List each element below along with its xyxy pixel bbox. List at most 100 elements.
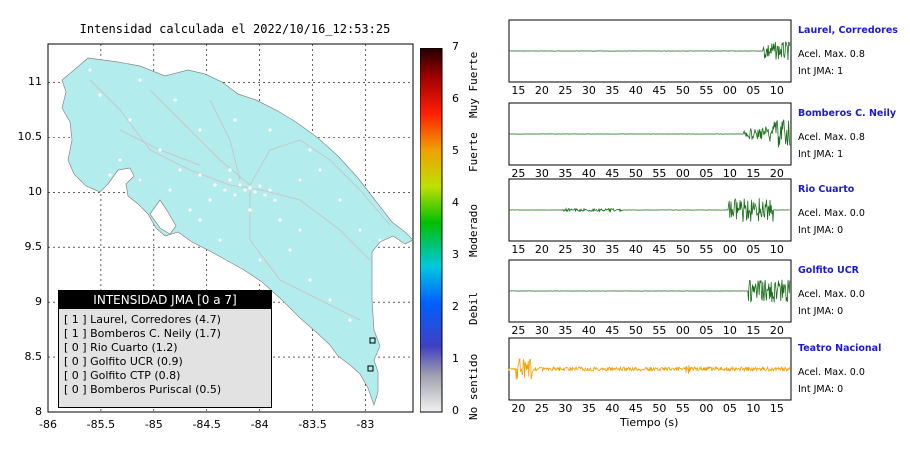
x-tick-label: -85 [144, 418, 163, 431]
time-tick-label: 50 [628, 324, 643, 337]
x-tick-label: -84.5 [192, 418, 221, 431]
x-tick-label: -83 [356, 418, 375, 431]
time-tick-label: 55 [699, 243, 714, 256]
time-tick-label: 25 [511, 167, 526, 180]
station-jma: Int JMA: 0 [798, 306, 844, 317]
intensity-legend: INTENSIDAD JMA [0 a 7] [ 1 ] Laurel, Cor… [58, 290, 272, 408]
station-name: Teatro Nacional [798, 343, 882, 354]
time-tick-label: 40 [581, 324, 596, 337]
station-name: Laurel, Corredores [798, 25, 898, 36]
station-dot [233, 193, 237, 197]
y-tick-label: 8 [35, 405, 42, 418]
station-dot [258, 184, 262, 188]
station-dot [198, 128, 202, 132]
time-tick-label: 35 [605, 84, 620, 97]
time-tick-label: 05 [746, 243, 761, 256]
time-tick-label: 00 [699, 402, 714, 415]
station-dot [378, 238, 382, 242]
time-tick-label: 20 [511, 402, 526, 415]
time-tick-label: 20 [769, 324, 784, 337]
station-dot [338, 198, 342, 202]
time-tick-label: 30 [558, 402, 573, 415]
time-tick-label: 55 [699, 84, 714, 97]
station-dot [168, 188, 172, 192]
x-tick-label: -84 [250, 418, 269, 431]
legend-item: [ 0 ] Golfito UCR (0.9) [64, 355, 183, 368]
time-tick-label: 10 [722, 167, 737, 180]
station-dot [223, 188, 227, 192]
colorbar-value: 2 [452, 300, 459, 313]
time-tick-label: 00 [722, 243, 737, 256]
station-dot [158, 203, 162, 207]
x-axis-title: Tiempo (s) [620, 416, 679, 429]
station-jma: Int JMA: 0 [798, 384, 844, 395]
station-dot [178, 238, 182, 242]
station-dot [263, 193, 267, 197]
legend-item: [ 1 ] Laurel, Corredores (4.7) [64, 313, 221, 326]
waveform-panel [508, 337, 792, 401]
waveform-panel [508, 259, 792, 323]
time-tick-label: 40 [628, 243, 643, 256]
station-dot [88, 68, 92, 72]
station-acceleration: Acel. Max. 0.0 [798, 289, 865, 300]
time-tick-label: 15 [511, 243, 526, 256]
station-dot [128, 118, 132, 122]
waveform-trace [508, 279, 791, 303]
station-dot [228, 178, 232, 182]
station-dot [148, 248, 152, 252]
station-dots [88, 68, 382, 322]
colorbar-value: 1 [452, 352, 459, 365]
colorbar-value: 6 [452, 92, 459, 105]
station-name: Bomberos C. Neily [798, 108, 897, 119]
station-dot [118, 158, 122, 162]
legend-item: [ 1 ] Bomberos C. Neily (1.7) [64, 327, 221, 340]
station-dot [298, 228, 302, 232]
time-tick-label: 15 [746, 167, 761, 180]
time-tick-label: 40 [628, 84, 643, 97]
station-dot [198, 218, 202, 222]
colorbar-label: Fuerte [467, 132, 480, 173]
time-tick-label: 55 [675, 402, 690, 415]
time-tick-label: 35 [558, 167, 573, 180]
time-tick-label: 45 [605, 167, 620, 180]
station-dot [188, 208, 192, 212]
time-tick-label: 25 [534, 402, 549, 415]
legend-items: [ 1 ] Laurel, Corredores (4.7)[ 1 ] Bomb… [59, 309, 271, 397]
station-dot [253, 190, 257, 194]
colorbar-label: Moderado [467, 203, 480, 257]
colorbar-value: 5 [452, 144, 459, 157]
colorbar-label: No sentido [467, 353, 480, 420]
waveform-panel [508, 19, 792, 83]
colorbar-value: 0 [452, 404, 459, 417]
y-tick-label: 10 [28, 185, 42, 199]
colorbar-value: 4 [452, 196, 459, 209]
station-dot [243, 188, 247, 192]
y-tick-label: 9 [35, 295, 42, 309]
colorbar-label: Muy Fuerte [467, 51, 480, 118]
time-tick-label: 55 [652, 167, 667, 180]
station-acceleration: Acel. Max. 0.0 [798, 208, 865, 219]
time-tick-label: 50 [628, 167, 643, 180]
station-dot [318, 168, 322, 172]
station-dot [238, 183, 242, 187]
time-tick-label: 30 [534, 324, 549, 337]
station-dot [198, 173, 202, 177]
station-dot [228, 168, 232, 172]
time-tick-label: 50 [652, 402, 667, 415]
legend-title: INTENSIDAD JMA [0 a 7] [59, 291, 271, 309]
time-tick-label: 20 [534, 243, 549, 256]
station-name: Rio Cuarto [798, 184, 855, 195]
station-acceleration: Acel. Max. 0.8 [798, 49, 865, 60]
station-dot [248, 186, 252, 190]
station-marker-neily [367, 365, 374, 372]
time-tick-label: 45 [652, 243, 667, 256]
time-tick-label: 15 [769, 402, 784, 415]
station-dot [278, 218, 282, 222]
time-tick-label: 45 [628, 402, 643, 415]
station-jma: Int JMA: 1 [798, 66, 844, 77]
station-jma: Int JMA: 1 [798, 149, 844, 160]
time-tick-label: 30 [581, 243, 596, 256]
station-dot [108, 173, 112, 177]
time-tick-label: 30 [581, 84, 596, 97]
time-tick-label: 25 [511, 324, 526, 337]
